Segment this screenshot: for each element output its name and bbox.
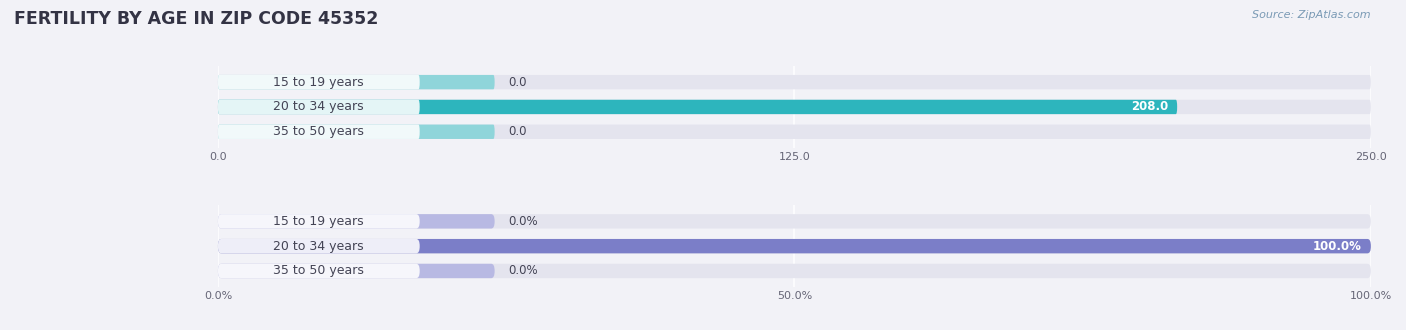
- Text: 0.0: 0.0: [509, 125, 527, 138]
- Text: 15 to 19 years: 15 to 19 years: [274, 76, 364, 89]
- FancyBboxPatch shape: [218, 100, 420, 114]
- Text: 0.0%: 0.0%: [509, 264, 538, 278]
- FancyBboxPatch shape: [218, 124, 1371, 139]
- FancyBboxPatch shape: [218, 264, 420, 278]
- FancyBboxPatch shape: [218, 75, 495, 89]
- FancyBboxPatch shape: [218, 239, 1371, 253]
- FancyBboxPatch shape: [218, 239, 1371, 253]
- Text: 0.0%: 0.0%: [509, 215, 538, 228]
- Text: 35 to 50 years: 35 to 50 years: [273, 264, 364, 278]
- FancyBboxPatch shape: [218, 239, 420, 253]
- Text: 208.0: 208.0: [1130, 100, 1168, 114]
- FancyBboxPatch shape: [218, 75, 420, 89]
- Text: 35 to 50 years: 35 to 50 years: [273, 125, 364, 138]
- FancyBboxPatch shape: [218, 264, 1371, 278]
- Text: 15 to 19 years: 15 to 19 years: [274, 215, 364, 228]
- FancyBboxPatch shape: [218, 124, 495, 139]
- FancyBboxPatch shape: [218, 264, 495, 278]
- FancyBboxPatch shape: [218, 214, 1371, 229]
- FancyBboxPatch shape: [218, 75, 1371, 89]
- Text: 0.0: 0.0: [509, 76, 527, 89]
- Text: 20 to 34 years: 20 to 34 years: [274, 240, 364, 253]
- FancyBboxPatch shape: [218, 214, 420, 229]
- FancyBboxPatch shape: [218, 100, 1177, 114]
- Text: 20 to 34 years: 20 to 34 years: [274, 100, 364, 114]
- FancyBboxPatch shape: [218, 214, 495, 229]
- Text: 100.0%: 100.0%: [1313, 240, 1361, 253]
- FancyBboxPatch shape: [218, 100, 1371, 114]
- FancyBboxPatch shape: [218, 124, 420, 139]
- Text: FERTILITY BY AGE IN ZIP CODE 45352: FERTILITY BY AGE IN ZIP CODE 45352: [14, 10, 378, 28]
- Text: Source: ZipAtlas.com: Source: ZipAtlas.com: [1253, 10, 1371, 20]
